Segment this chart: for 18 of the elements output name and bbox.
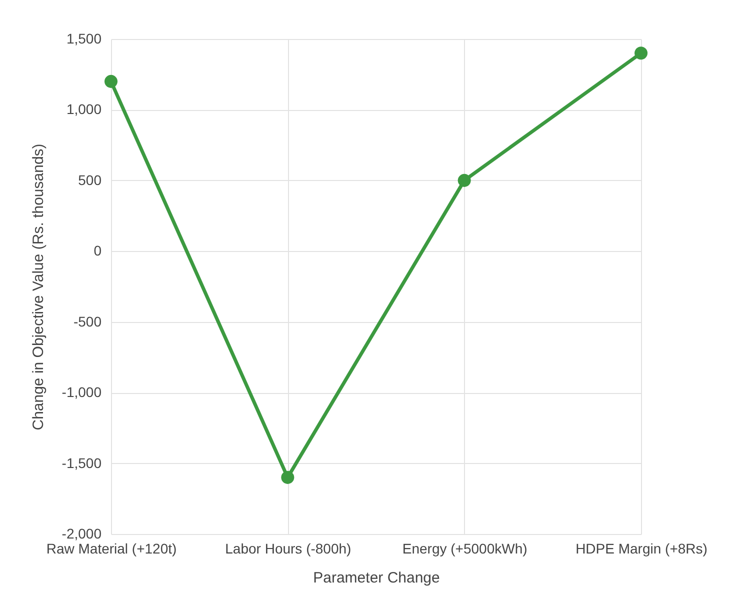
point (281, 470, 294, 484)
y-tick-label: 1,500 (66, 30, 102, 46)
y-tick-label: 1,000 (66, 101, 102, 118)
y-tick-label: -1,500 (62, 454, 102, 471)
point (458, 174, 471, 187)
x-tick-label: HDPE Margin (+8Rs) (576, 540, 708, 556)
y-tick-label: -2,000 (62, 526, 102, 542)
x-axis-title: Parameter Change (313, 570, 440, 586)
x-tick-label: Raw Material (+120t) (46, 540, 177, 556)
y-tick-label: 0 (94, 242, 102, 259)
point (634, 46, 648, 60)
x-tick-label: Labor Hours (-800h) (225, 540, 352, 556)
y-tick-label: -1,000 (62, 384, 102, 400)
y-axis-title: Change in Objective Value (Rs. thousands) (30, 144, 47, 430)
x-tick-label: Energy (+5000kWh) (402, 540, 528, 556)
y-tick-label: 500 (78, 172, 102, 188)
y-tick-label: -500 (73, 313, 102, 330)
point (104, 74, 118, 88)
